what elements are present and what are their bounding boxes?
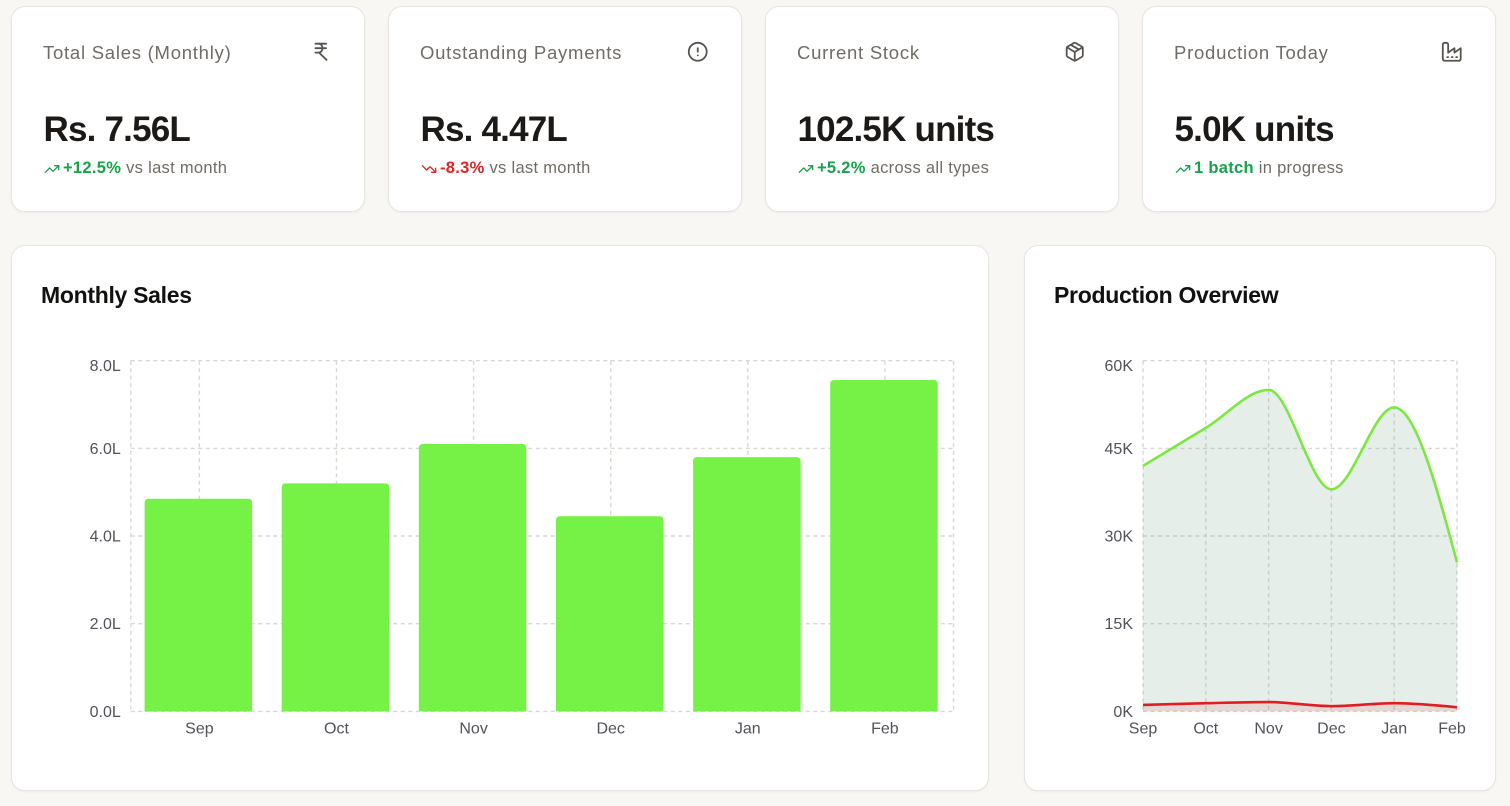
svg-text:45K: 45K [1104, 441, 1133, 458]
svg-text:Feb: Feb [1438, 721, 1466, 738]
svg-text:2.0L: 2.0L [89, 616, 120, 633]
svg-text:Oct: Oct [324, 721, 349, 738]
svg-text:15K: 15K [1104, 616, 1133, 633]
svg-text:60K: 60K [1104, 358, 1133, 375]
svg-text:0.0L: 0.0L [89, 704, 120, 721]
svg-text:6.0L: 6.0L [89, 441, 120, 458]
svg-text:Dec: Dec [1317, 721, 1345, 738]
svg-text:Feb: Feb [871, 721, 899, 738]
svg-text:8.0L: 8.0L [89, 358, 120, 375]
svg-text:Sep: Sep [1128, 721, 1157, 738]
svg-text:4.0L: 4.0L [89, 529, 120, 546]
svg-text:Oct: Oct [1193, 721, 1218, 738]
svg-text:Nov: Nov [459, 721, 487, 738]
svg-text:Dec: Dec [596, 721, 624, 738]
svg-text:0K: 0K [1113, 704, 1133, 721]
svg-text:Jan: Jan [1381, 721, 1407, 738]
svg-text:30K: 30K [1104, 529, 1133, 546]
svg-text:Jan: Jan [734, 721, 760, 738]
svg-text:Sep: Sep [185, 721, 214, 738]
svg-text:Nov: Nov [1254, 721, 1282, 738]
